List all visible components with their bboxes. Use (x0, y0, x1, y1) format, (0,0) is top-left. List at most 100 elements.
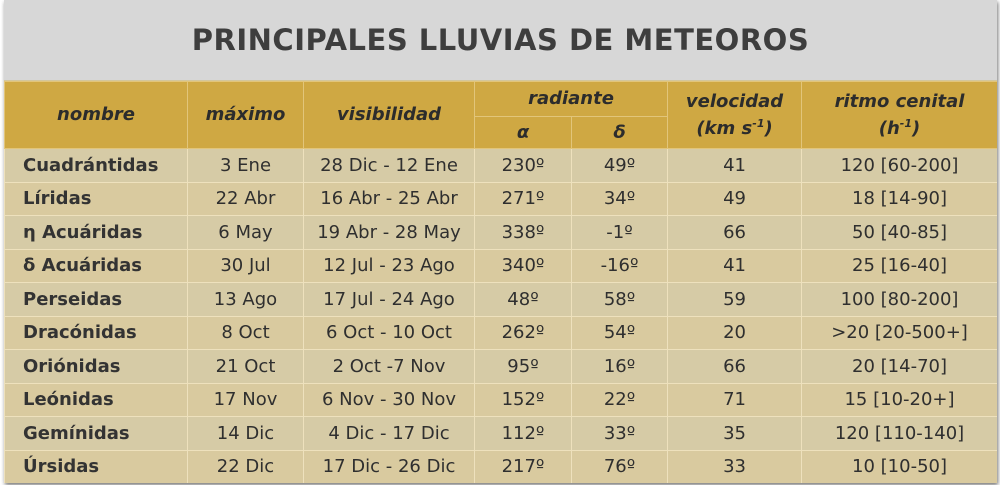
table-row: Cuadrántidas 3 Ene 28 Dic - 12 Ene 230º … (4, 148, 997, 183)
cell-delta: 34º (570, 181, 669, 216)
cell-nombre: η Acuáridas (4, 215, 188, 250)
cell-alpha: 262º (474, 315, 572, 350)
cell-velocidad: 41 (667, 248, 803, 283)
cell-ritmo: 120 [60-200] (801, 148, 997, 183)
header-velocidad: velocidad (km s-1) (667, 81, 803, 149)
cell-delta: 22º (570, 382, 669, 417)
cell-alpha: 217º (474, 449, 572, 483)
cell-ritmo: 100 [80-200] (801, 282, 997, 317)
cell-nombre: Perseidas (4, 282, 188, 317)
cell-velocidad: 35 (667, 416, 803, 451)
cell-visibilidad: 6 Nov - 30 Nov (303, 382, 475, 417)
cell-delta: 58º (570, 282, 669, 317)
header-nombre: nombre (4, 81, 188, 149)
table-header: nombre máximo visibilidad radiante veloc… (4, 81, 997, 149)
header-velocidad-close: ) (764, 117, 773, 139)
cell-nombre: Dracónidas (4, 315, 188, 350)
table-row: Gemínidas 14 Dic 4 Dic - 17 Dic 112º 33º… (4, 416, 997, 451)
header-velocidad-unit: (km s (696, 117, 753, 139)
cell-ritmo: 18 [14-90] (801, 181, 997, 216)
title-bar: PRINCIPALES LLUVIAS DE METEOROS (4, 0, 997, 80)
header-delta: δ (570, 116, 669, 149)
cell-nombre: δ Acuáridas (4, 248, 188, 283)
table-row: Oriónidas 21 Oct 2 Oct -7 Nov 95º 16º 66… (4, 349, 997, 384)
cell-ritmo: 25 [16-40] (801, 248, 997, 283)
table-row: Dracónidas 8 Oct 6 Oct - 10 Oct 262º 54º… (4, 315, 997, 350)
cell-maximo: 22 Abr (187, 181, 304, 216)
cell-ritmo: 20 [14-70] (801, 349, 997, 384)
header-alpha: α (474, 116, 572, 149)
cell-visibilidad: 2 Oct -7 Nov (303, 349, 475, 384)
cell-nombre: Úrsidas (4, 449, 188, 483)
cell-maximo: 21 Oct (187, 349, 304, 384)
cell-visibilidad: 12 Jul - 23 Ago (303, 248, 475, 283)
cell-visibilidad: 16 Abr - 25 Abr (303, 181, 475, 216)
cell-maximo: 14 Dic (187, 416, 304, 451)
table-row: Perseidas 13 Ago 17 Jul - 24 Ago 48º 58º… (4, 282, 997, 317)
cell-nombre: Líridas (4, 181, 188, 216)
cell-velocidad: 59 (667, 282, 803, 317)
cell-ritmo: 120 [110-140] (801, 416, 997, 451)
cell-alpha: 95º (474, 349, 572, 384)
cell-maximo: 6 May (187, 215, 304, 250)
cell-delta: 16º (570, 349, 669, 384)
cell-nombre: Leónidas (4, 382, 188, 417)
cell-delta: 33º (570, 416, 669, 451)
table-row: Leónidas 17 Nov 6 Nov - 30 Nov 152º 22º … (4, 382, 997, 417)
table-row: η Acuáridas 6 May 19 Abr - 28 May 338º -… (4, 215, 997, 250)
cell-visibilidad: 17 Dic - 26 Dic (303, 449, 475, 483)
header-maximo: máximo (187, 81, 304, 149)
header-ritmo-close: ) (912, 117, 921, 139)
header-ritmo-unit: (h (878, 117, 900, 139)
table-row: Úrsidas 22 Dic 17 Dic - 26 Dic 217º 76º … (4, 449, 997, 483)
cell-alpha: 48º (474, 282, 572, 317)
cell-alpha: 230º (474, 148, 572, 183)
page-title: PRINCIPALES LLUVIAS DE METEOROS (191, 23, 810, 57)
header-ritmo: ritmo cenital (h-1) (801, 81, 997, 149)
cell-visibilidad: 17 Jul - 24 Ago (303, 282, 475, 317)
cell-visibilidad: 4 Dic - 17 Dic (303, 416, 475, 451)
cell-visibilidad: 28 Dic - 12 Ene (303, 148, 475, 183)
cell-alpha: 340º (474, 248, 572, 283)
cell-velocidad: 33 (667, 449, 803, 483)
cell-nombre: Cuadrántidas (4, 148, 188, 183)
cell-maximo: 13 Ago (187, 282, 304, 317)
cell-ritmo: 10 [10-50] (801, 449, 997, 483)
cell-delta: 54º (570, 315, 669, 350)
meteor-table: nombre máximo visibilidad radiante veloc… (4, 81, 997, 483)
cell-velocidad: 66 (667, 349, 803, 384)
cell-alpha: 271º (474, 181, 572, 216)
cell-maximo: 3 Ene (187, 148, 304, 183)
header-ritmo-label: ritmo cenital (834, 90, 965, 112)
cell-alpha: 112º (474, 416, 572, 451)
cell-velocidad: 41 (667, 148, 803, 183)
cell-velocidad: 71 (667, 382, 803, 417)
cell-delta: -16º (570, 248, 669, 283)
cell-alpha: 152º (474, 382, 572, 417)
cell-maximo: 22 Dic (187, 449, 304, 483)
header-ritmo-exp: -1 (899, 116, 913, 130)
meteor-showers-card: PRINCIPALES LLUVIAS DE METEOROS nombre m… (4, 0, 997, 483)
header-velocidad-label: velocidad (685, 90, 784, 112)
cell-velocidad: 20 (667, 315, 803, 350)
table-body: Cuadrántidas 3 Ene 28 Dic - 12 Ene 230º … (4, 148, 997, 483)
cell-visibilidad: 6 Oct - 10 Oct (303, 315, 475, 350)
cell-ritmo: 50 [40-85] (801, 215, 997, 250)
cell-delta: 49º (570, 148, 669, 183)
cell-maximo: 17 Nov (187, 382, 304, 417)
cell-nombre: Gemínidas (4, 416, 188, 451)
cell-maximo: 8 Oct (187, 315, 304, 350)
cell-delta: 76º (570, 449, 669, 483)
cell-visibilidad: 19 Abr - 28 May (303, 215, 475, 250)
cell-ritmo: 15 [10-20+] (801, 382, 997, 417)
cell-velocidad: 49 (667, 181, 803, 216)
header-velocidad-exp: -1 (752, 116, 765, 130)
header-radiante: radiante (473, 81, 669, 117)
cell-velocidad: 66 (667, 215, 803, 250)
cell-nombre: Oriónidas (4, 349, 188, 384)
table-row: δ Acuáridas 30 Jul 12 Jul - 23 Ago 340º … (4, 248, 997, 283)
table-row: Líridas 22 Abr 16 Abr - 25 Abr 271º 34º … (4, 181, 997, 216)
cell-maximo: 30 Jul (187, 248, 304, 283)
header-visibilidad: visibilidad (303, 81, 475, 149)
cell-delta: -1º (570, 215, 669, 250)
